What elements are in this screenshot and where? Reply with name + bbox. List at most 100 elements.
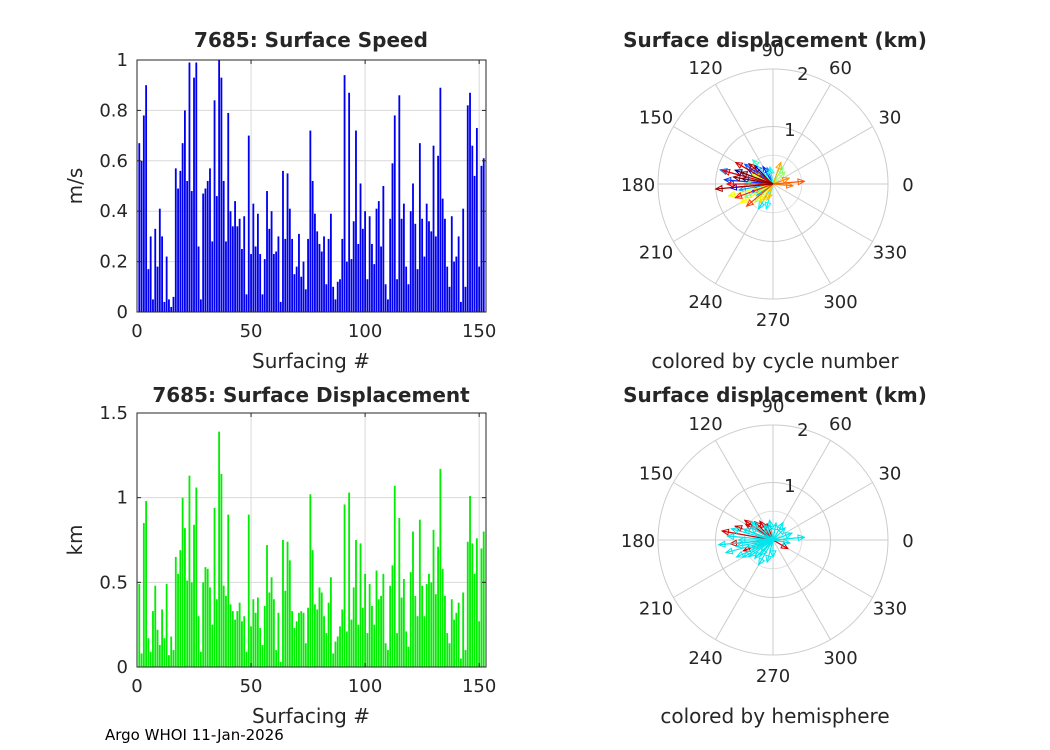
bar (316, 231, 319, 312)
vector-arrowhead (797, 534, 806, 542)
bar (236, 611, 239, 667)
vector-shaft (721, 530, 774, 541)
vector-arrowhead (766, 192, 773, 202)
bar (475, 538, 478, 667)
bar (163, 638, 166, 667)
bar (421, 218, 424, 312)
displacement-vector (724, 539, 774, 555)
bar (366, 279, 369, 312)
displacement-vector (772, 539, 790, 550)
bar (482, 158, 485, 312)
bar (457, 236, 460, 312)
bar (204, 567, 207, 667)
polar-cycle-chart: 0 30 60 90 120 150 180 210 240 270 300 330 1 2 Surfac… (621, 28, 927, 373)
bar (199, 299, 202, 312)
bar (380, 246, 382, 312)
bar (291, 238, 294, 312)
polar-spoke (772, 183, 873, 242)
bar (218, 431, 221, 667)
bar (304, 643, 307, 667)
bar (371, 243, 373, 312)
polar-angle-label: 330 (873, 243, 907, 264)
bar (275, 650, 278, 667)
bar (225, 241, 227, 312)
bar (323, 616, 325, 667)
bar (222, 180, 225, 312)
displacement-vector (720, 528, 774, 541)
y-tick-label: 0.2 (99, 252, 128, 273)
polar-angle-label: 30 (878, 464, 901, 485)
bar (398, 95, 401, 312)
displacement-vector (734, 161, 774, 185)
vector-arrowhead (742, 545, 751, 552)
bar (439, 87, 442, 312)
vector-shaft (727, 535, 774, 541)
bar (469, 92, 471, 312)
bar (441, 198, 444, 312)
vector-arrowhead (730, 527, 739, 535)
displacement-vector (725, 532, 774, 541)
vector-shaft (772, 536, 805, 541)
vector-arrowhead (725, 180, 734, 188)
bar (202, 582, 205, 667)
bar (364, 211, 367, 312)
bar (375, 208, 378, 312)
bar (209, 168, 211, 312)
bar (400, 597, 403, 667)
vector-arrowhead (717, 540, 726, 548)
bar (247, 514, 250, 667)
bar (355, 540, 357, 667)
y-tick-label: 0.4 (99, 201, 128, 222)
bar (387, 650, 389, 667)
displacement-vector (734, 183, 774, 199)
bar (259, 628, 262, 667)
bar (140, 160, 143, 312)
bar (272, 599, 275, 667)
bar (227, 112, 230, 312)
bar (382, 573, 385, 667)
vector-shaft (772, 522, 777, 541)
bar (391, 565, 394, 667)
bar (243, 616, 246, 667)
vector-arrowhead (723, 176, 732, 184)
displacement-vector (739, 183, 774, 204)
bar (466, 105, 469, 312)
bar (473, 573, 476, 667)
bar (270, 211, 273, 312)
displacement-vector (727, 183, 774, 198)
polar-radius-label: 1 (784, 476, 795, 497)
polar-angle-label: 60 (829, 58, 852, 79)
bar (418, 143, 421, 312)
bar (314, 604, 316, 667)
vector-arrowhead (764, 201, 772, 211)
bar (298, 612, 300, 667)
bar (400, 218, 403, 312)
bar (432, 145, 435, 312)
displacement-vector (766, 183, 774, 202)
bar (145, 501, 148, 667)
polar-angle-label: 210 (639, 243, 673, 264)
bar (373, 624, 376, 667)
bar (384, 284, 387, 312)
polar-angle-label: 120 (688, 58, 722, 79)
vector-arrowhead (725, 532, 735, 541)
bar (316, 609, 319, 667)
bar (199, 651, 202, 667)
vector-arrowhead (759, 195, 767, 204)
displacement-bar-chart: 0 50 100 150 0 0.5 1 1.5 7685: Surface Displace… (63, 383, 496, 728)
bar (450, 599, 453, 667)
x-tick-label: 150 (462, 321, 496, 342)
bar (149, 236, 152, 312)
bar (412, 183, 414, 312)
bar (286, 173, 289, 312)
bar (336, 281, 339, 312)
bar (152, 611, 154, 667)
bar (181, 497, 184, 667)
vector-shaft (759, 539, 774, 556)
vector-shaft (728, 183, 774, 197)
polar-angle-label: 210 (639, 599, 673, 620)
displacement-vector (759, 539, 774, 557)
polar-angle-label: 0 (902, 175, 913, 196)
speed-y-axis-label: m/s (63, 168, 87, 205)
bar (220, 77, 223, 312)
